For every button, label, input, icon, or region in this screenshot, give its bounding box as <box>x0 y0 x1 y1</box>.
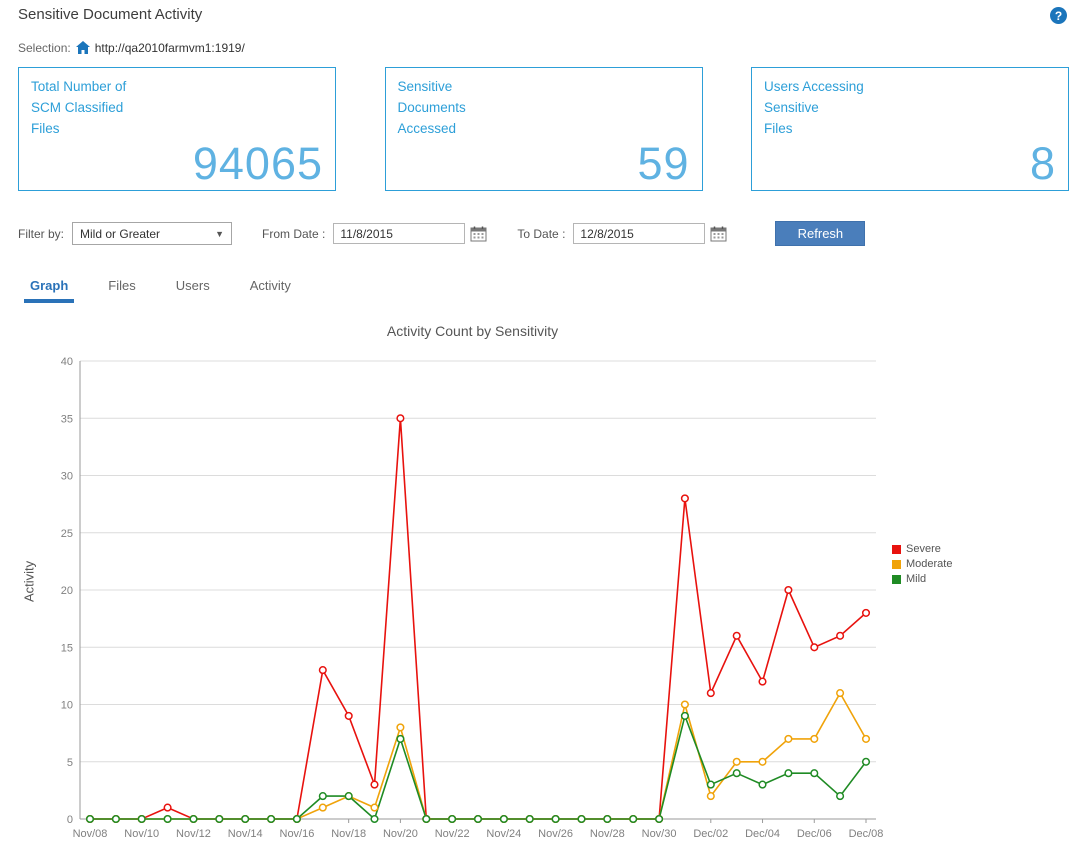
metric-card-title: Total Number of SCM Classified Files <box>31 77 323 140</box>
top-bar: Sensitive Document Activity ? <box>18 6 1069 24</box>
from-date-label: From Date : <box>262 226 326 241</box>
calendar-icon-from[interactable] <box>470 226 487 242</box>
card-title-line: SCM Classified <box>31 99 124 115</box>
svg-text:Dec/04: Dec/04 <box>745 828 780 840</box>
svg-text:Dec/06: Dec/06 <box>797 828 832 840</box>
help-icon[interactable]: ? <box>1050 7 1067 24</box>
svg-text:35: 35 <box>61 413 73 425</box>
chart-area: Activity 0 5 10 15 20 25 30 35 40 Nov/08 Nov/10 Nov… <box>18 351 1069 856</box>
metric-value: 8 <box>1029 138 1056 189</box>
legend-item-mild: Mild <box>892 573 952 585</box>
to-date-input[interactable] <box>573 223 706 244</box>
legend-item-moderate: Moderate <box>892 558 952 570</box>
refresh-button[interactable]: Refresh <box>775 221 866 246</box>
svg-text:25: 25 <box>61 528 73 540</box>
legend-label: Severe <box>906 543 941 555</box>
legend-label: Mild <box>906 573 927 585</box>
activity-chart-section: Activity Count by Sensitivity Activity 0… <box>18 323 1069 856</box>
metric-value: 94065 <box>192 138 323 189</box>
view-tabs: Graph Files Users Activity <box>18 278 1069 303</box>
chart-legend: Severe Moderate Mild <box>892 543 952 588</box>
card-title-line: Files <box>31 120 60 136</box>
svg-text:30: 30 <box>61 471 73 483</box>
svg-text:Dec/02: Dec/02 <box>693 828 728 840</box>
svg-text:Dec/08: Dec/08 <box>849 828 884 840</box>
metric-card-sensitive-documents-accessed: Sensitive Documents Accessed 59 <box>384 67 703 191</box>
legend-label: Moderate <box>906 558 953 570</box>
tab-graph[interactable]: Graph <box>24 278 75 303</box>
svg-text:20: 20 <box>61 585 73 597</box>
legend-swatch-severe <box>892 544 901 554</box>
calendar-icon-to[interactable] <box>710 226 727 242</box>
page-title: Sensitive Document Activity <box>18 6 203 23</box>
svg-text:0: 0 <box>67 814 73 826</box>
svg-text:Nov/16: Nov/16 <box>280 828 315 840</box>
metric-card-title: Sensitive Documents Accessed <box>398 77 690 140</box>
chart-title: Activity Count by Sensitivity <box>386 323 559 339</box>
svg-text:Nov/22: Nov/22 <box>435 828 470 840</box>
severity-filter-value: Mild or Greater <box>80 226 161 241</box>
legend-swatch-moderate <box>892 559 901 569</box>
svg-text:Nov/28: Nov/28 <box>590 828 625 840</box>
svg-text:Nov/20: Nov/20 <box>383 828 418 840</box>
svg-text:Nov/08: Nov/08 <box>73 828 108 840</box>
chart-svg: 0 5 10 15 20 25 30 35 40 Nov/08 Nov/10 Nov/12 Nov/14… <box>61 356 884 840</box>
line-chart: 0 5 10 15 20 25 30 35 40 Nov/08 Nov/10 Nov/12 Nov/14… <box>40 351 888 856</box>
metric-card-total-classified-files: Total Number of SCM Classified Files 940… <box>18 67 336 191</box>
svg-text:Nov/24: Nov/24 <box>486 828 521 840</box>
metric-card-users-accessing-sensitive-files: Users Accessing Sensitive Files 8 <box>751 67 1069 191</box>
card-title-line: Total Number of <box>31 79 127 94</box>
svg-text:Nov/10: Nov/10 <box>124 828 159 840</box>
severity-filter-select[interactable]: Mild or Greater ▼ <box>72 222 233 245</box>
filter-bar: Filter by: Mild or Greater ▼ From Date :… <box>18 221 1069 246</box>
filter-by-label: Filter by: <box>18 226 65 241</box>
from-date-input[interactable] <box>333 223 466 244</box>
legend-swatch-mild <box>892 574 901 584</box>
card-title-line: Files <box>764 120 793 136</box>
svg-text:Nov/12: Nov/12 <box>176 828 211 840</box>
legend-item-severe: Severe <box>892 543 952 555</box>
card-title-line: Sensitive <box>397 79 453 94</box>
tab-files[interactable]: Files <box>108 278 136 293</box>
y-axis-label: Activity <box>21 560 37 602</box>
metric-card-title: Users Accessing Sensitive Files <box>764 77 1056 140</box>
metric-value: 59 <box>637 138 690 189</box>
svg-text:Nov/30: Nov/30 <box>642 828 677 840</box>
svg-text:15: 15 <box>61 642 73 654</box>
svg-text:Nov/14: Nov/14 <box>228 828 263 840</box>
svg-text:40: 40 <box>61 356 73 368</box>
metric-cards: Total Number of SCM Classified Files 940… <box>18 67 1069 191</box>
card-title-line: Sensitive <box>764 99 819 115</box>
selection-row: Selection: http://qa2010farmvm1:1919/ <box>18 40 1069 55</box>
home-icon <box>75 40 90 54</box>
to-date-label: To Date : <box>517 226 566 241</box>
svg-text:10: 10 <box>61 700 73 712</box>
tab-users[interactable]: Users <box>175 278 210 293</box>
svg-text:Nov/26: Nov/26 <box>538 828 573 840</box>
svg-text:5: 5 <box>67 757 73 769</box>
card-title-line: Documents <box>397 99 466 115</box>
selection-label: Selection: <box>18 41 71 55</box>
tab-activity[interactable]: Activity <box>249 278 291 293</box>
selection-url-link[interactable]: http://qa2010farmvm1:1919/ <box>94 41 245 55</box>
card-title-line: Accessed <box>397 120 457 136</box>
chevron-down-icon: ▼ <box>215 228 225 239</box>
card-title-line: Users Accessing <box>764 79 864 94</box>
svg-text:Nov/18: Nov/18 <box>331 828 366 840</box>
